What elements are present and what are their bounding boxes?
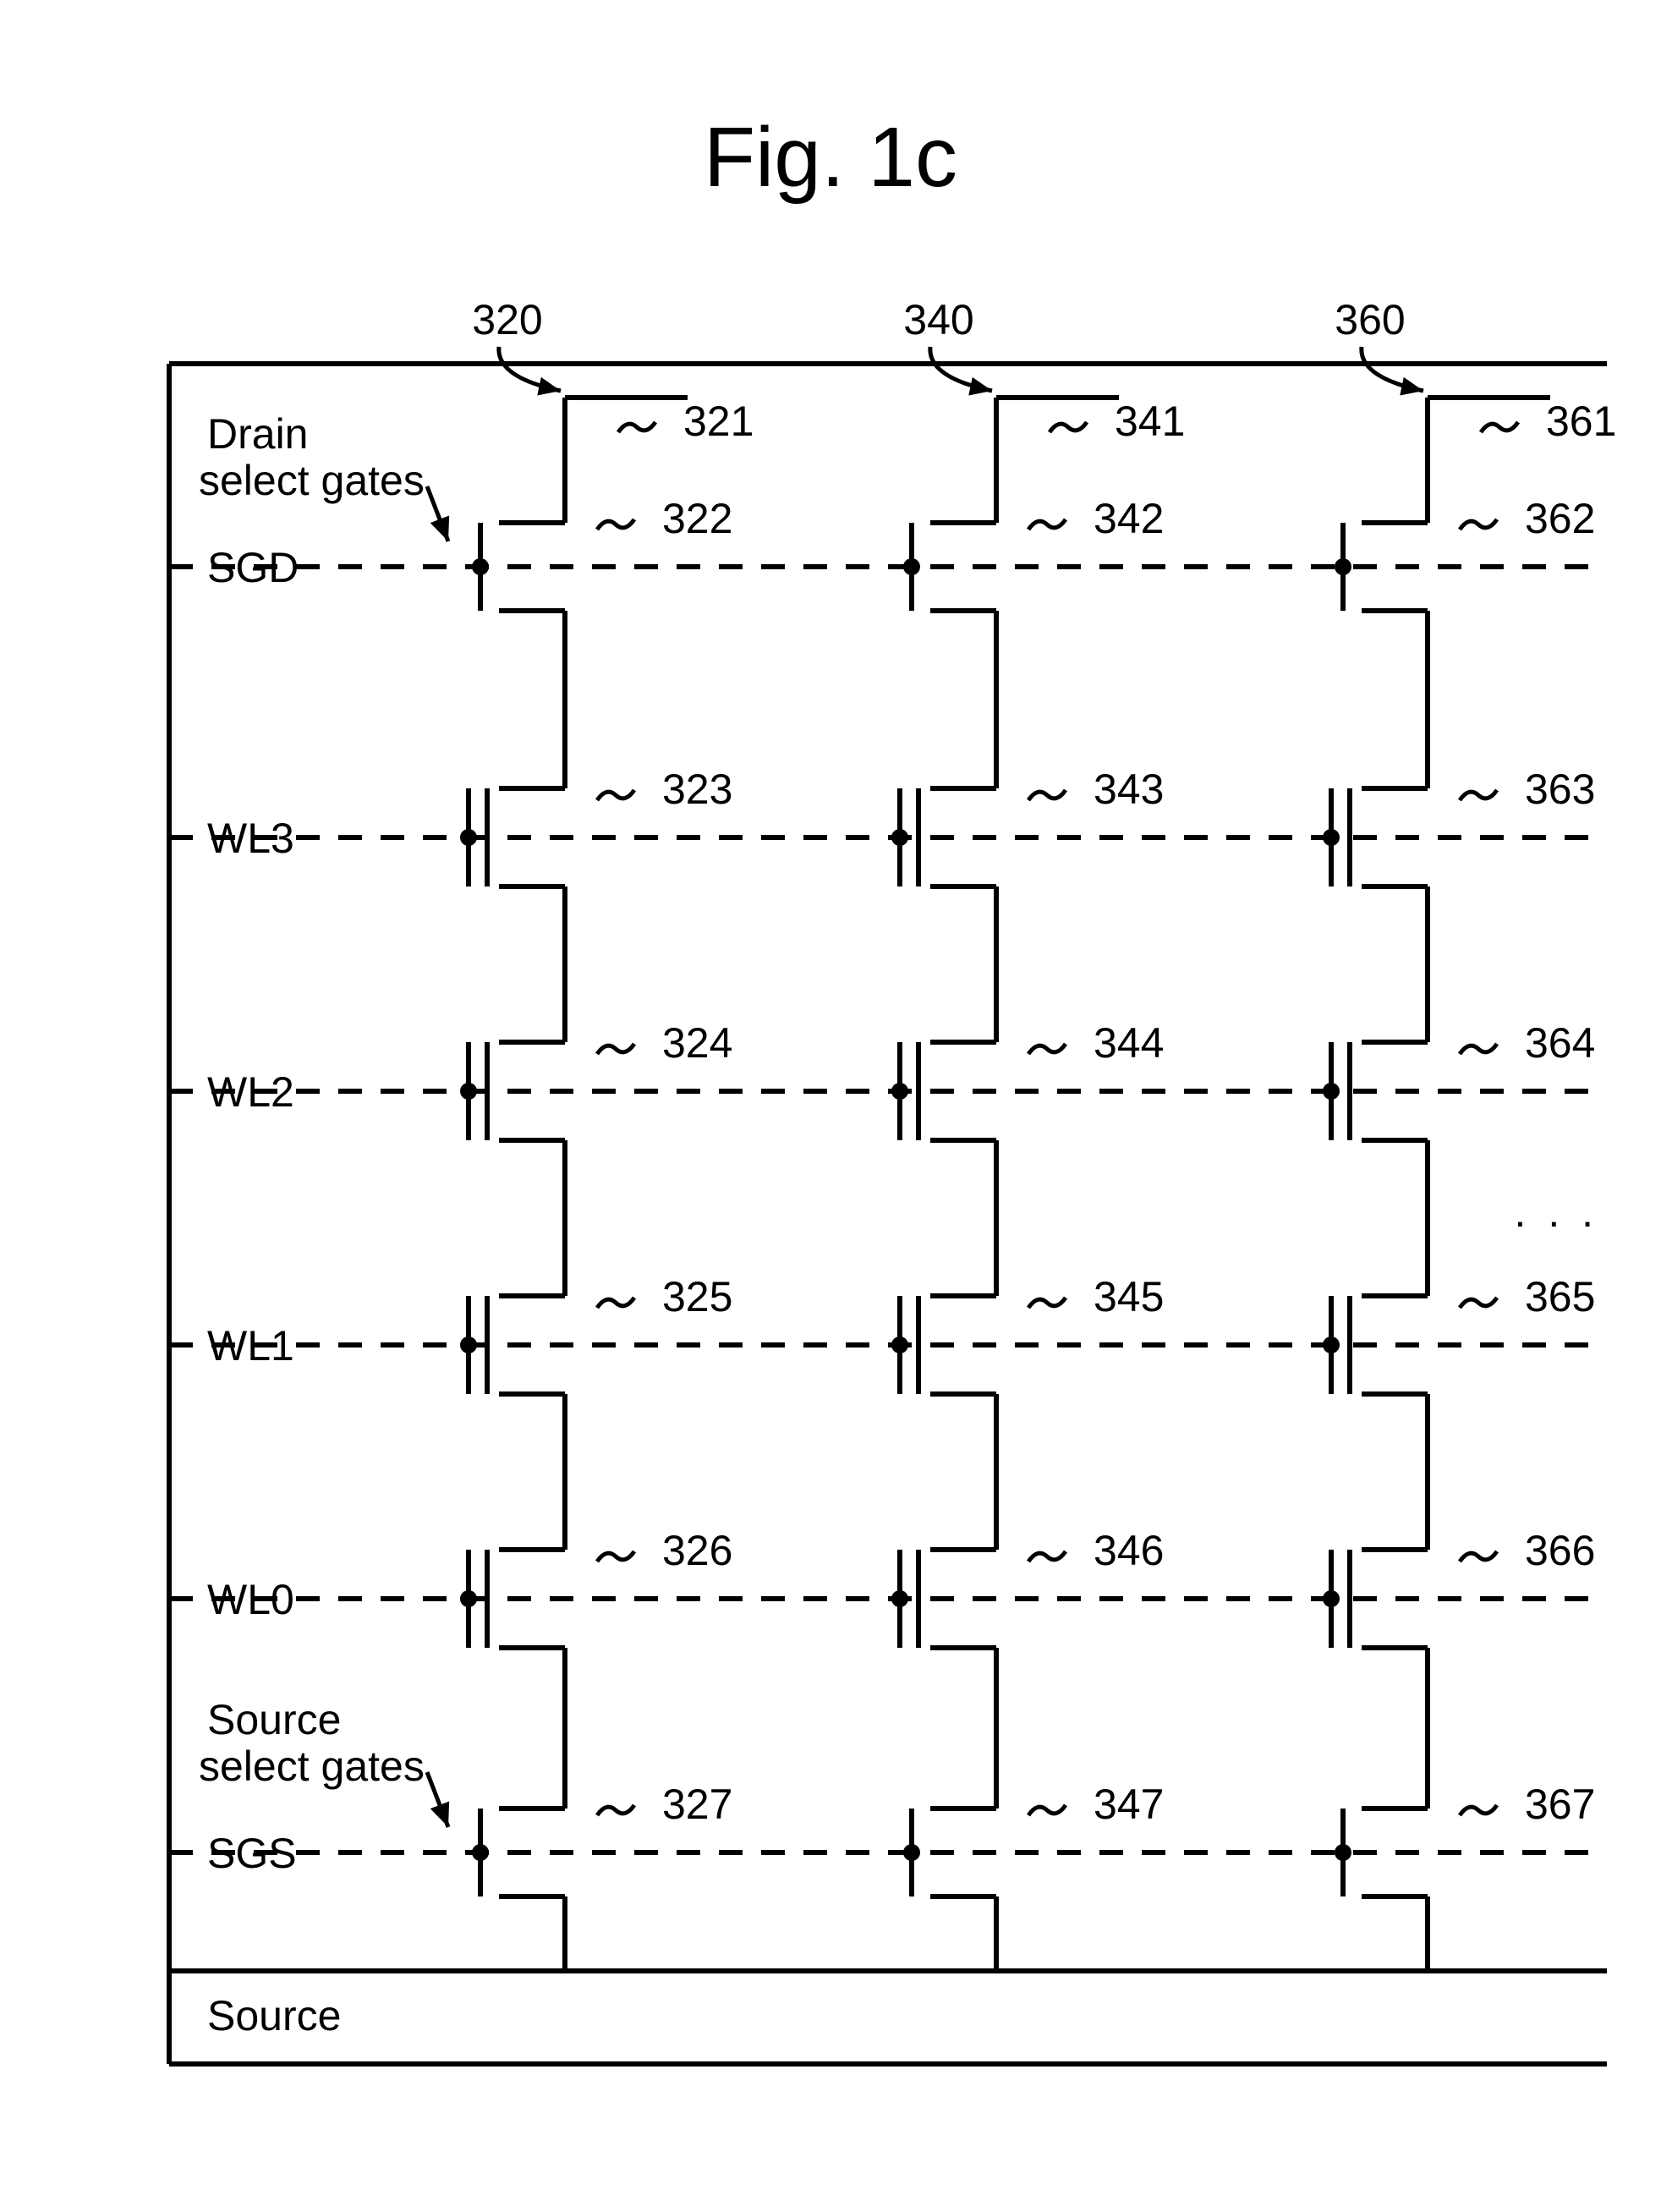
ref-364: 364 bbox=[1525, 1019, 1595, 1067]
node-dot bbox=[1323, 1083, 1340, 1100]
col-header-320: 320 bbox=[472, 296, 542, 343]
row-label-WL1: WL1 bbox=[207, 1322, 294, 1369]
node-dot bbox=[460, 829, 477, 846]
ref-344: 344 bbox=[1094, 1019, 1164, 1067]
col-header-360: 360 bbox=[1335, 296, 1405, 343]
figure-title: Fig. 1c bbox=[704, 110, 957, 205]
ref-341: 341 bbox=[1115, 398, 1185, 445]
row-label-SGD: SGD bbox=[207, 544, 299, 591]
ref-367: 367 bbox=[1525, 1781, 1595, 1828]
ref-324: 324 bbox=[662, 1019, 732, 1067]
node-dot bbox=[1335, 1844, 1351, 1861]
row-label-WL2: WL2 bbox=[207, 1068, 294, 1116]
source-sg-label-1: Source bbox=[207, 1696, 341, 1743]
node-dot bbox=[903, 1844, 920, 1861]
ref-326: 326 bbox=[662, 1527, 732, 1574]
node-dot bbox=[891, 1590, 908, 1607]
node-dot bbox=[891, 1083, 908, 1100]
ref-345: 345 bbox=[1094, 1273, 1164, 1320]
ref-362: 362 bbox=[1525, 495, 1595, 542]
node-dot bbox=[472, 558, 489, 575]
ref-343: 343 bbox=[1094, 766, 1164, 813]
ref-347: 347 bbox=[1094, 1781, 1164, 1828]
source-label: Source bbox=[207, 1992, 341, 2039]
ref-346: 346 bbox=[1094, 1527, 1164, 1574]
drain-sg-label-1: Drain bbox=[207, 410, 308, 458]
nand-schematic: Fig. 1c Source SGD WL3 WL2 WL1 WL0 SGS 322 323 324… bbox=[0, 0, 1661, 2212]
ref-365: 365 bbox=[1525, 1273, 1595, 1320]
ref-366: 366 bbox=[1525, 1527, 1595, 1574]
ref-342: 342 bbox=[1094, 495, 1164, 542]
row-label-WL0: WL0 bbox=[207, 1576, 294, 1623]
ref-323: 323 bbox=[662, 766, 732, 813]
node-dot bbox=[460, 1083, 477, 1100]
continuation-dots: . . . bbox=[1515, 1188, 1598, 1236]
node-dot bbox=[1323, 1337, 1340, 1353]
node-dot bbox=[1335, 558, 1351, 575]
node-dot bbox=[891, 829, 908, 846]
drain-sg-label-2: select gates bbox=[199, 457, 425, 504]
node-dot bbox=[903, 558, 920, 575]
row-label-SGS: SGS bbox=[207, 1830, 297, 1877]
ref-327: 327 bbox=[662, 1781, 732, 1828]
node-dot bbox=[1323, 1590, 1340, 1607]
node-dot bbox=[1323, 829, 1340, 846]
node-dot bbox=[891, 1337, 908, 1353]
ref-325: 325 bbox=[662, 1273, 732, 1320]
node-dot bbox=[472, 1844, 489, 1861]
row-label-WL3: WL3 bbox=[207, 815, 294, 862]
ref-321: 321 bbox=[683, 398, 754, 445]
node-dot bbox=[460, 1590, 477, 1607]
ref-363: 363 bbox=[1525, 766, 1595, 813]
ref-361: 361 bbox=[1546, 398, 1616, 445]
ref-322: 322 bbox=[662, 495, 732, 542]
col-header-340: 340 bbox=[903, 296, 973, 343]
source-sg-label-2: select gates bbox=[199, 1743, 425, 1790]
node-dot bbox=[460, 1337, 477, 1353]
